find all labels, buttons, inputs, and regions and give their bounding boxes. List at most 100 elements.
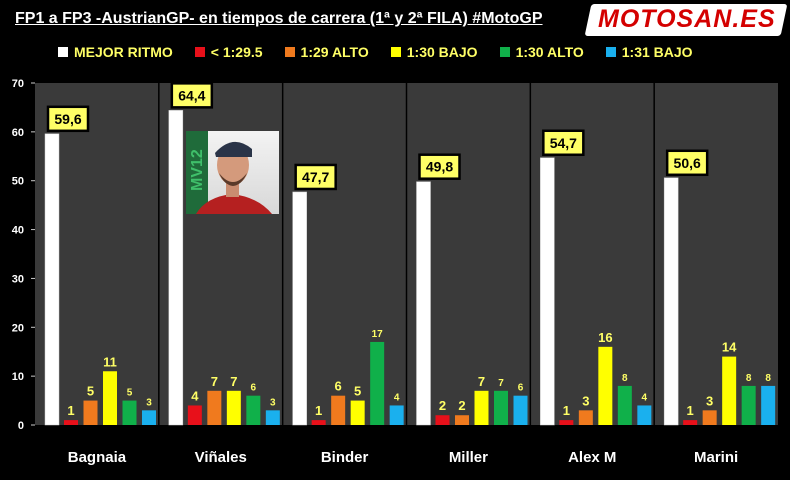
chart-legend: MEJOR RITMO < 1:29.5 1:29 ALTO 1:30 BAJO 1:3… (58, 44, 693, 60)
data-label: 11 (103, 354, 117, 369)
y-tick-label: 30 (12, 273, 24, 285)
data-label: 6 (251, 383, 257, 394)
data-label: 3 (582, 393, 589, 408)
data-label: 4 (394, 392, 400, 403)
data-label: 4 (642, 392, 648, 403)
bar (142, 410, 156, 425)
data-label: 3 (146, 397, 152, 408)
data-label: 2 (458, 398, 465, 413)
bar (122, 400, 137, 425)
bar (494, 390, 508, 425)
bar (637, 405, 652, 425)
data-label-box (542, 129, 585, 157)
x-tick-label: Viñales (195, 449, 247, 466)
data-label: 5 (87, 384, 94, 399)
x-tick-label: Alex M (568, 449, 616, 466)
data-label: 54,7 (550, 135, 577, 151)
data-label: 7 (211, 374, 218, 389)
data-label-box (294, 163, 337, 191)
x-tick-label: Binder (321, 449, 369, 466)
data-label-box (665, 149, 709, 177)
data-label: 1 (687, 403, 694, 418)
bar (207, 390, 222, 425)
legend-item: 1:30 ALTO (499, 44, 584, 60)
legend-item: 1:30 BAJO (390, 44, 478, 60)
legend-label: < 1:29.5 (210, 44, 263, 60)
data-label-box (46, 105, 90, 133)
data-label: 5 (354, 384, 361, 399)
data-label: 1 (563, 403, 570, 418)
y-tick-label: 0 (18, 420, 24, 432)
bar (350, 400, 365, 425)
legend-swatch (284, 47, 295, 57)
data-label: 47,7 (302, 169, 329, 185)
y-tick-label: 10 (12, 371, 24, 383)
legend-label: 1:30 ALTO (515, 44, 584, 60)
data-label: 7 (230, 374, 237, 389)
legend-label: 1:31 BAJO (621, 44, 693, 60)
data-label: 8 (746, 373, 752, 384)
y-tick-label: 50 (12, 176, 24, 188)
legend-item: 1:29 ALTO (284, 44, 369, 60)
bar (455, 415, 469, 425)
bar (331, 395, 346, 425)
bar (370, 341, 385, 425)
legend-swatch (499, 47, 510, 57)
bar (103, 371, 117, 425)
data-label: 8 (765, 373, 771, 384)
data-label: 2 (439, 398, 446, 413)
bar (187, 405, 202, 425)
legend-label: 1:29 ALTO (300, 44, 369, 60)
data-label: 3 (706, 393, 713, 408)
data-label: 3 (270, 397, 276, 408)
bar (578, 410, 593, 425)
bar (559, 420, 574, 425)
bar (292, 191, 307, 426)
data-label: 8 (622, 373, 628, 384)
x-tick-label: Marini (694, 449, 738, 466)
rider-portrait-photo: MV12 (186, 131, 279, 214)
bar (617, 385, 632, 425)
x-tick-label: Bagnaia (68, 449, 127, 466)
y-tick-label: 60 (12, 127, 24, 139)
legend-label: 1:30 BAJO (406, 44, 478, 60)
data-label: 64,4 (178, 87, 205, 103)
bar (663, 177, 679, 426)
bar (741, 385, 756, 425)
bar (761, 385, 776, 425)
data-label: 6 (518, 383, 524, 394)
legend-swatch (58, 47, 68, 57)
bar (513, 395, 528, 425)
x-tick-label: Miller (449, 449, 488, 466)
bar (389, 405, 404, 425)
legend-item: MEJOR RITMO (58, 44, 173, 60)
bar (683, 420, 698, 425)
svg-text:MV12: MV12 (189, 149, 206, 191)
bar (226, 390, 241, 425)
data-label: 50,6 (674, 155, 701, 171)
data-label: 7 (478, 374, 485, 389)
legend-swatch (390, 47, 401, 57)
data-label-box (418, 153, 461, 180)
bar (435, 415, 450, 425)
data-label-box (170, 82, 214, 109)
data-label: 7 (498, 378, 504, 389)
data-label: 16 (598, 330, 612, 345)
bar (598, 346, 613, 425)
bar (265, 410, 280, 425)
legend-swatch (605, 47, 616, 57)
bar (474, 390, 489, 425)
data-label: 4 (191, 388, 199, 403)
bar (83, 400, 98, 425)
brand-logo: MOTOSAN.ES (598, 5, 776, 33)
legend-item: 1:31 BAJO (605, 44, 693, 60)
bar (246, 395, 261, 425)
bar (168, 110, 184, 426)
chart-title: FP1 a FP3 -AustrianGP- en tiempos de car… (15, 10, 543, 27)
data-label: 6 (335, 379, 342, 394)
legend-item: < 1:29.5 (194, 44, 263, 60)
bar (722, 356, 737, 425)
bar (702, 410, 717, 425)
data-label: 1 (67, 403, 74, 418)
